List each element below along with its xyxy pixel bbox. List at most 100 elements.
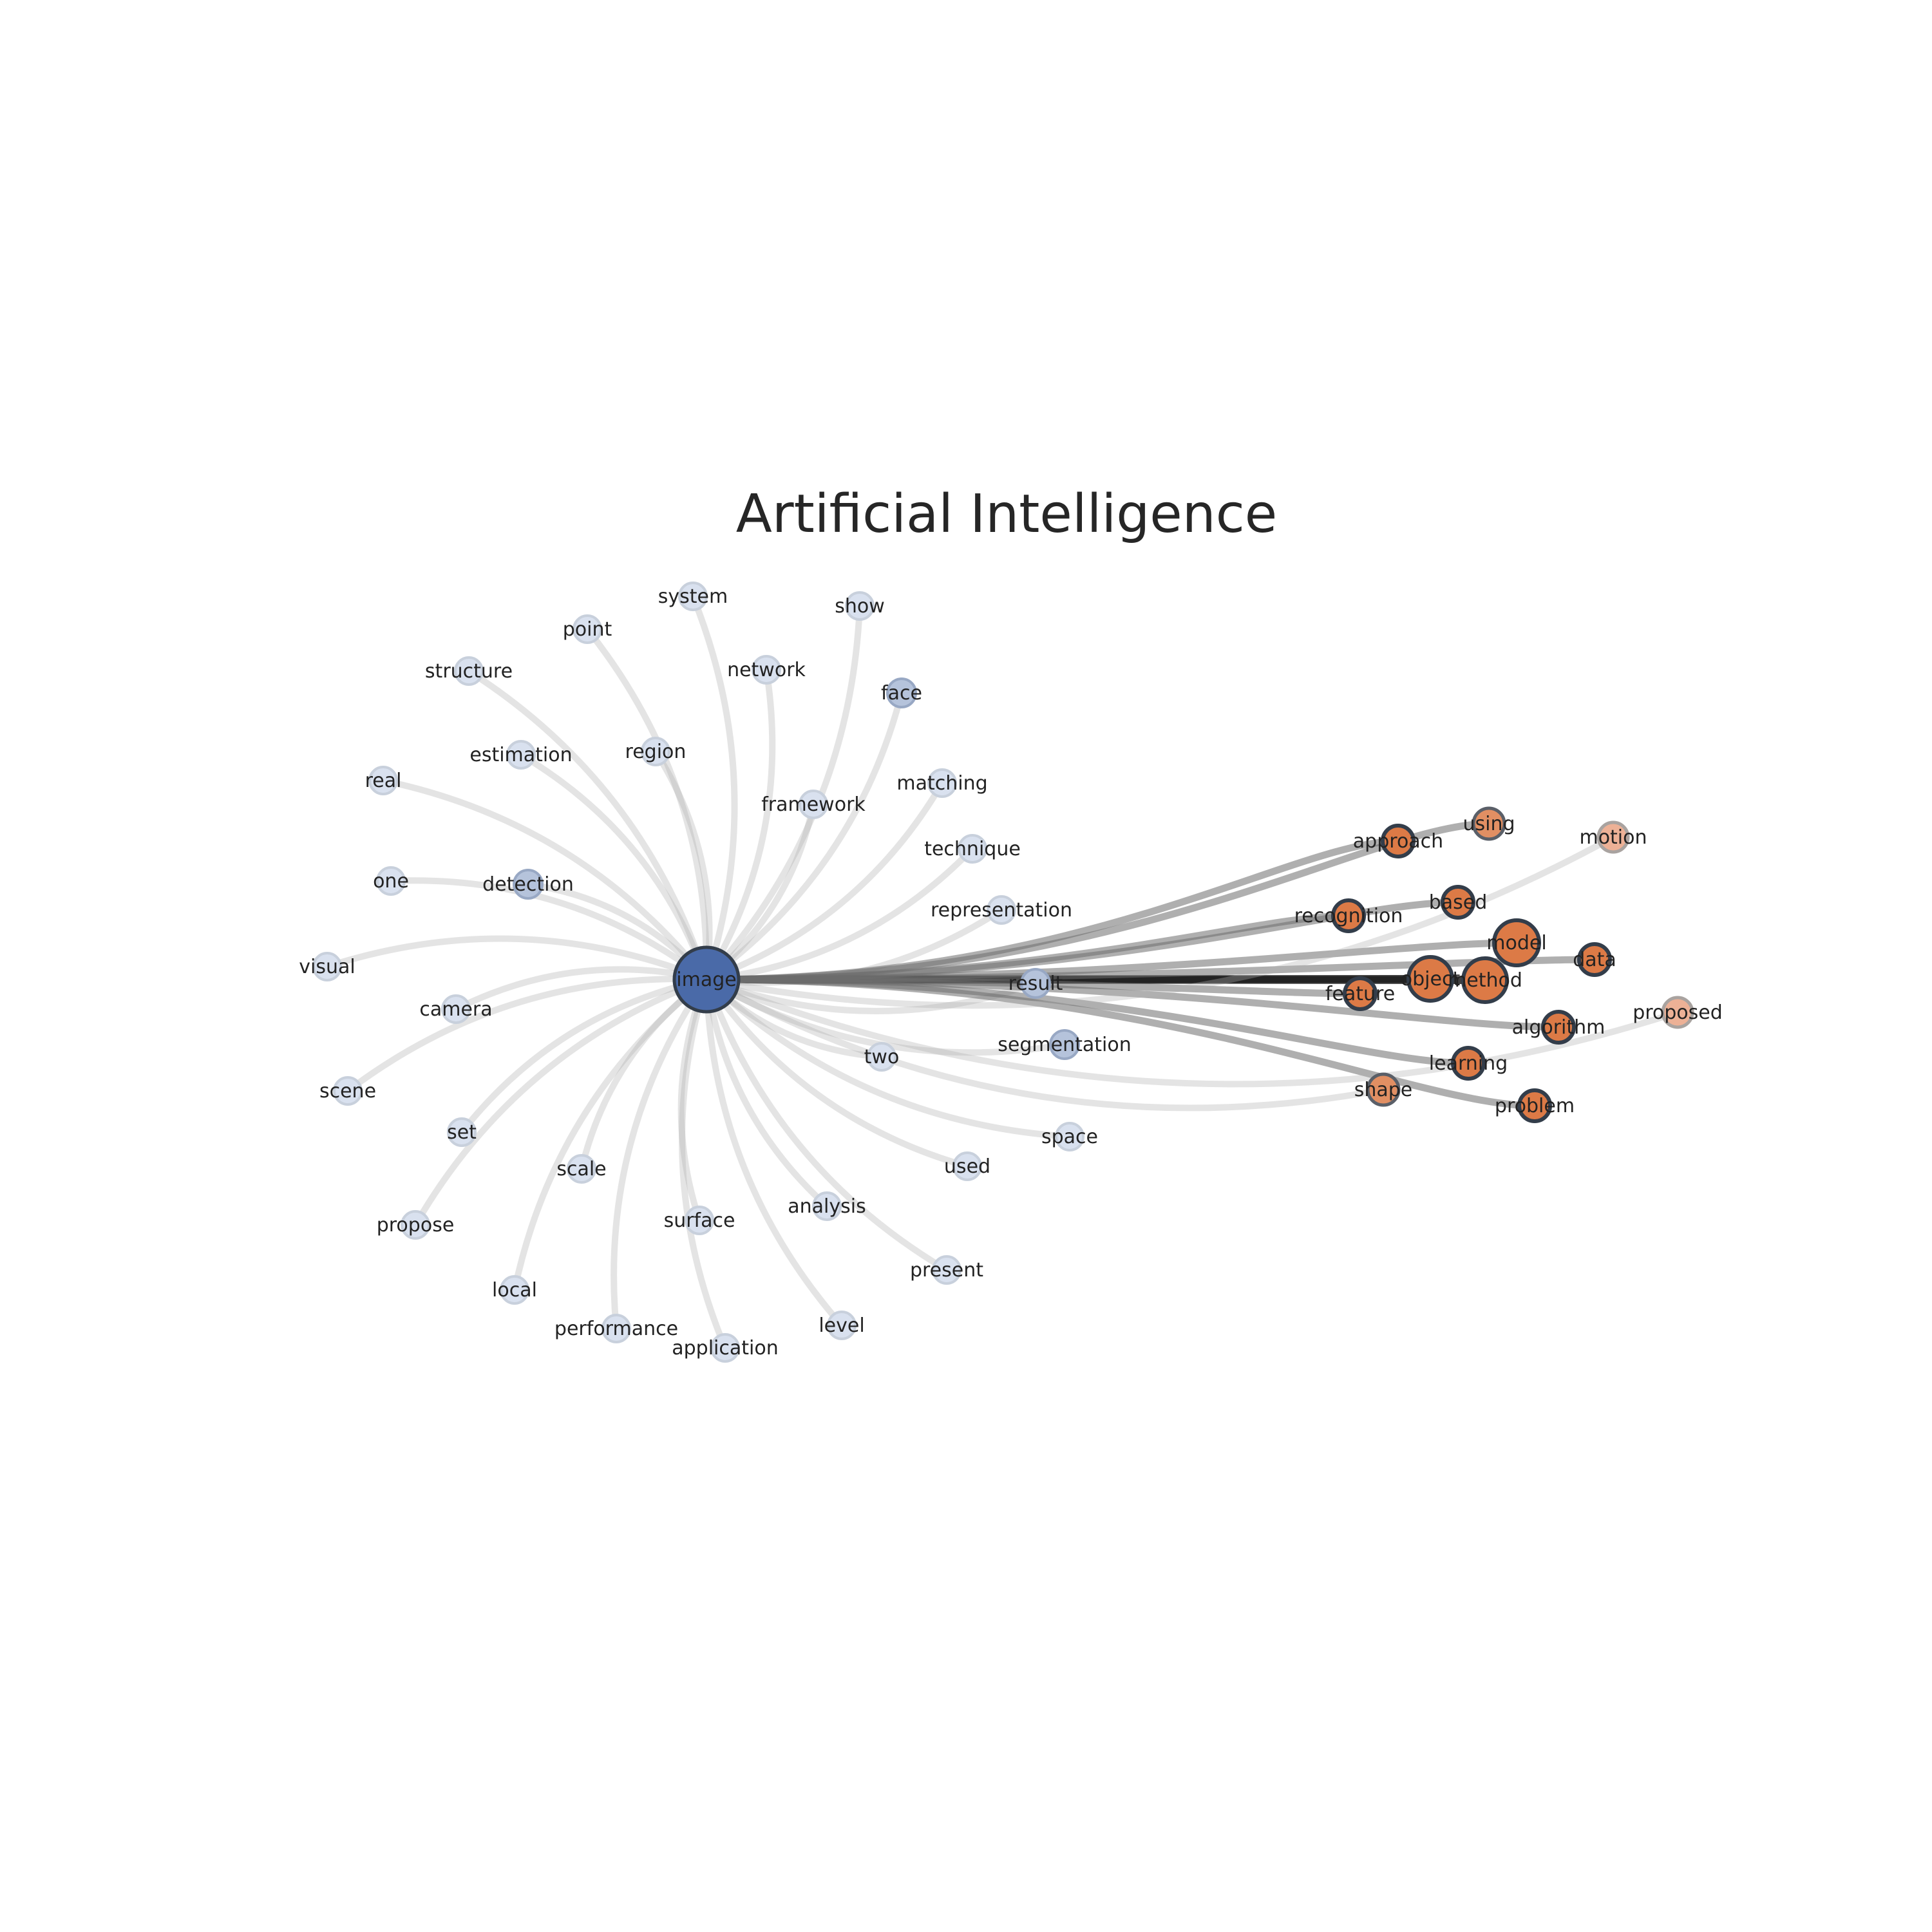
node-circle-framework	[799, 790, 828, 819]
node-camera: camera	[419, 994, 493, 1024]
node-approach: approach	[1353, 824, 1443, 858]
node-label-region: region	[625, 741, 687, 763]
diagram-title: Artificial Intelligence	[736, 484, 1277, 545]
node-proposed: proposed	[1633, 996, 1723, 1029]
edge-image-motion	[703, 834, 1616, 1009]
edge-image-visual	[324, 935, 710, 983]
node-label-algorithm: algorithm	[1512, 1016, 1605, 1039]
node-label-two: two	[864, 1046, 900, 1068]
edge-image-scene	[345, 976, 710, 1094]
node-circle-real	[368, 766, 398, 795]
node-circle-local	[500, 1275, 529, 1305]
node-circle-recognition	[1331, 898, 1366, 933]
node-label-scene: scene	[319, 1080, 376, 1103]
edge-image-used	[703, 976, 971, 1170]
node-technique: technique	[924, 834, 1021, 864]
edge-image-performance	[611, 976, 710, 1332]
node-circle-space	[1055, 1122, 1084, 1151]
node-circle-face	[886, 677, 917, 708]
edge-image-system	[690, 593, 738, 983]
edge-image-point	[584, 626, 710, 983]
node-application: application	[672, 1333, 779, 1363]
node-circle-camera	[441, 994, 471, 1024]
node-layer: image system show point structure network face…	[299, 582, 1723, 1363]
edge-image-application	[679, 976, 728, 1351]
node-structure: structure	[425, 656, 513, 686]
node-circle-problem	[1517, 1088, 1552, 1123]
node-circle-proposed	[1661, 996, 1694, 1029]
node-problem: problem	[1495, 1088, 1575, 1123]
node-label-object: object	[1401, 968, 1461, 990]
node-label-analysis: analysis	[788, 1195, 866, 1218]
node-label-local: local	[492, 1279, 537, 1302]
node-representation: representation	[931, 895, 1072, 925]
node-label-learning: learning	[1429, 1052, 1508, 1075]
node-label-scale: scale	[556, 1158, 606, 1180]
node-circle-two	[867, 1042, 896, 1072]
node-label-present: present	[910, 1259, 983, 1282]
node-label-visual: visual	[299, 956, 355, 978]
node-circle-technique	[958, 834, 987, 864]
node-circle-object	[1406, 955, 1454, 1003]
node-label-system: system	[658, 585, 728, 608]
node-network: network	[727, 655, 806, 685]
edge-image-technique	[703, 846, 976, 983]
node-circle-image	[672, 945, 741, 1014]
node-circle-model	[1492, 918, 1541, 967]
node-label-structure: structure	[425, 660, 513, 683]
node-circle-scale	[567, 1154, 596, 1184]
node-label-based: based	[1429, 891, 1488, 914]
node-circle-visual	[312, 952, 342, 981]
node-circle-based	[1441, 885, 1475, 920]
node-label-application: application	[672, 1337, 778, 1359]
node-label-image: image	[676, 969, 736, 991]
node-circle-surface	[685, 1206, 714, 1235]
edge-image-region	[652, 748, 713, 983]
node-two: two	[864, 1042, 900, 1072]
node-label-face: face	[881, 682, 922, 705]
node-circle-approach	[1381, 824, 1416, 858]
node-propose: propose	[377, 1210, 454, 1240]
node-circle-analysis	[812, 1191, 842, 1221]
node-label-using: using	[1463, 813, 1515, 835]
edge-image-propose	[412, 976, 710, 1228]
edge-image-local	[511, 976, 710, 1293]
node-motion: motion	[1579, 820, 1647, 854]
node-feature: feature	[1325, 976, 1395, 1011]
node-level: level	[819, 1311, 865, 1340]
node-estimation: estimation	[469, 740, 573, 770]
node-visual: visual	[299, 952, 355, 981]
node-circle-show	[845, 591, 875, 621]
node-label-result: result	[1009, 972, 1063, 995]
edge-image-present	[703, 976, 950, 1273]
node-label-data: data	[1573, 949, 1616, 971]
node-circle-feature	[1343, 976, 1378, 1011]
node-image: image	[672, 945, 741, 1014]
node-label-feature: feature	[1325, 983, 1395, 1005]
node-recognition: recognition	[1294, 898, 1403, 933]
node-face: face	[881, 677, 922, 708]
edge-image-shape	[703, 976, 1387, 1112]
node-label-recognition: recognition	[1294, 905, 1403, 927]
node-label-technique: technique	[924, 838, 1021, 860]
node-framework: framework	[761, 790, 866, 819]
edge-image-analysis	[703, 976, 830, 1209]
node-circle-data	[1577, 942, 1612, 977]
edge-image-structure	[466, 668, 710, 983]
node-one: one	[373, 866, 409, 896]
edge-image-level	[703, 976, 845, 1329]
node-scene: scene	[319, 1076, 376, 1106]
node-using: using	[1463, 806, 1515, 841]
node-circle-structure	[454, 656, 484, 686]
node-circle-detection	[513, 869, 544, 900]
node-analysis: analysis	[788, 1191, 866, 1221]
node-circle-shape	[1366, 1072, 1401, 1107]
node-model: model	[1486, 918, 1547, 967]
edge-image-real	[380, 777, 710, 983]
node-label-camera: camera	[419, 998, 492, 1021]
node-label-network: network	[727, 659, 806, 681]
node-label-one: one	[373, 870, 409, 893]
edge-image-estimation	[518, 752, 710, 983]
